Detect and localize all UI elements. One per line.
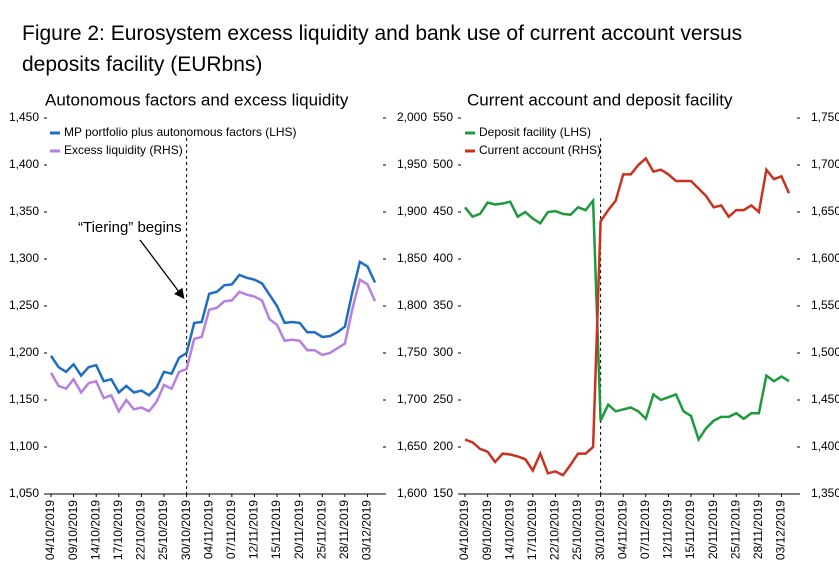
y-tick-label: 1,200 <box>9 345 39 359</box>
y2-tick-label: 1,850 <box>397 251 427 265</box>
y-tick-label: 1,400 <box>9 157 39 171</box>
x-tick-label: 25/11/2019 <box>728 500 742 559</box>
x-tick-label: 12/11/2019 <box>661 500 675 559</box>
x-tick-label: 03/12/2019 <box>360 500 374 560</box>
y-tick-label: 1,050 <box>9 486 39 500</box>
x-tick-label: 04/11/2019 <box>615 500 629 559</box>
y2-tick-label: 1,350 <box>811 486 839 500</box>
annotation-arrow <box>139 239 185 300</box>
x-tick-label: 15/11/2019 <box>269 500 283 559</box>
y2-tick-label: 2,000 <box>397 110 427 124</box>
x-tick-label: 04/10/2019 <box>457 500 471 560</box>
legend-label: Excess liquidity (RHS) <box>64 143 183 157</box>
legend-label: Current account (RHS) <box>479 143 601 157</box>
y2-tick-label: 1,750 <box>811 110 839 124</box>
series-line <box>49 277 377 414</box>
x-tick-label: 09/10/2019 <box>66 500 80 560</box>
series-line <box>464 156 791 477</box>
y-tick-label: 500 <box>433 157 453 171</box>
series-line <box>464 197 790 443</box>
y2-tick-label: 1,950 <box>397 157 427 171</box>
series-line <box>49 259 377 397</box>
y-tick-label: 1,250 <box>9 298 39 312</box>
y2-tick-label: 1,700 <box>811 157 839 171</box>
x-tick-label: 07/11/2019 <box>224 500 238 559</box>
y-tick-label: 350 <box>433 298 453 312</box>
x-tick-label: 28/11/2019 <box>751 500 765 559</box>
y2-tick-label: 1,700 <box>397 392 427 406</box>
x-tick-label: 14/10/2019 <box>502 500 516 560</box>
y-tick-label: 200 <box>433 439 453 453</box>
figure-title: Figure 2: Eurosystem excess liquidity an… <box>22 22 743 76</box>
x-tick-label: 17/10/2019 <box>525 500 539 560</box>
panel-title: Current account and deposit facility <box>467 90 733 109</box>
legend-label: Deposit facility (LHS) <box>479 125 591 139</box>
x-tick-label: 03/12/2019 <box>774 500 788 560</box>
x-tick-label: 30/10/2019 <box>593 500 607 560</box>
x-tick-label: 09/10/2019 <box>480 500 494 560</box>
x-tick-label: 25/10/2019 <box>156 500 170 560</box>
panel-title: Autonomous factors and excess liquidity <box>45 90 349 109</box>
y-tick-label: 300 <box>433 345 453 359</box>
x-tick-label: 25/10/2019 <box>570 500 584 560</box>
y2-tick-label: 1,650 <box>811 204 839 218</box>
annotation: “Tiering” begins <box>78 219 182 236</box>
legend-label: MP portfolio plus autonomous factors (LH… <box>64 125 297 139</box>
y2-tick-label: 1,600 <box>397 486 427 500</box>
x-tick-label: 14/10/2019 <box>88 500 102 560</box>
x-tick-label: 20/11/2019 <box>292 500 306 559</box>
x-tick-label: 07/11/2019 <box>638 500 652 559</box>
y2-tick-label: 1,750 <box>397 345 427 359</box>
x-tick-label: 15/11/2019 <box>683 500 697 559</box>
y2-tick-label: 1,900 <box>397 204 427 218</box>
y2-tick-label: 1,400 <box>811 439 839 453</box>
y2-tick-label: 1,650 <box>397 439 427 453</box>
x-tick-label: 20/11/2019 <box>706 500 720 559</box>
y-tick-label: 550 <box>433 110 453 124</box>
y-tick-label: 250 <box>433 392 453 406</box>
y-tick-label: 1,100 <box>9 439 39 453</box>
y2-tick-label: 1,550 <box>811 298 839 312</box>
x-tick-label: 17/10/2019 <box>111 500 125 560</box>
y2-tick-label: 1,600 <box>811 251 839 265</box>
x-tick-label: 22/10/2019 <box>548 500 562 560</box>
y-tick-label: 450 <box>433 204 453 218</box>
y2-tick-label: 1,450 <box>811 392 839 406</box>
y-tick-label: 1,350 <box>9 204 39 218</box>
y-tick-label: 1,450 <box>9 110 39 124</box>
x-tick-label: 25/11/2019 <box>314 500 328 559</box>
x-tick-label: 22/10/2019 <box>134 500 148 560</box>
y-tick-label: 1,300 <box>9 251 39 265</box>
x-tick-label: 04/11/2019 <box>201 500 215 559</box>
y2-tick-label: 1,500 <box>811 345 839 359</box>
x-tick-label: 04/10/2019 <box>43 500 57 560</box>
x-tick-label: 28/11/2019 <box>337 500 351 559</box>
y-tick-label: 150 <box>433 486 453 500</box>
y2-tick-label: 1,800 <box>397 298 427 312</box>
y-tick-label: 400 <box>433 251 453 265</box>
x-tick-label: 30/10/2019 <box>179 500 193 560</box>
y-tick-label: 1,150 <box>9 392 39 406</box>
x-tick-label: 12/11/2019 <box>247 500 261 559</box>
